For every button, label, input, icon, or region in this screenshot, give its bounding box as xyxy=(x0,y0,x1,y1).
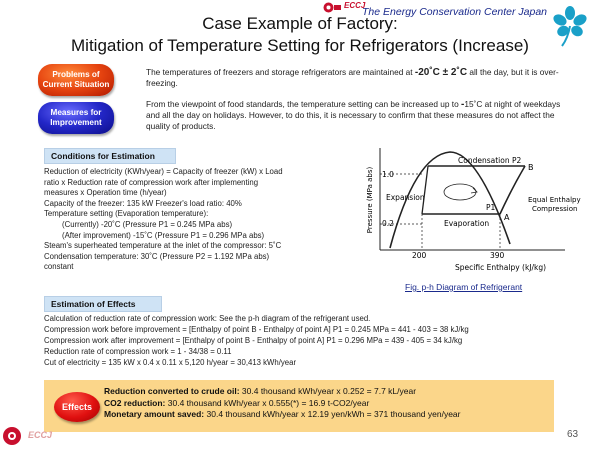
effects-heading: Estimation of Effects xyxy=(44,296,162,312)
y-tick-high: 1.0 xyxy=(382,170,394,179)
effects-line: Cut of electricity = 135 kW x 0.4 x 0.11… xyxy=(44,358,297,367)
problems-label: Problems of Current Situation xyxy=(38,64,114,96)
equal-enthalpy-label: Equal Enthalpy xyxy=(528,196,581,204)
conditions-line: Steam's superheated temperature at the i… xyxy=(44,241,282,251)
conditions-line: Capacity of the freezer: 135 kW Freezer'… xyxy=(44,198,242,208)
effects-line: Compression work before improvement = [E… xyxy=(44,325,469,334)
conditions-body: Reduction of electricity (KWh/year) = Ca… xyxy=(44,167,364,273)
expansion-label: Expansion xyxy=(386,193,425,202)
eccj-logo-icon xyxy=(323,2,341,13)
conditions-line: constant xyxy=(44,262,74,272)
condensation-label: Condensation P2 xyxy=(458,156,521,165)
conditions-line: (Currently) -20˚C (Pressure P1 = 0.245 M… xyxy=(62,219,233,229)
page-title-line1: Case Example of Factory: xyxy=(202,14,398,33)
saturation-curve xyxy=(389,151,511,249)
point-a-label: A xyxy=(504,213,510,222)
cycle-direction-icon xyxy=(443,183,477,201)
crude-oil-line: Reduction converted to crude oil: 30.4 t… xyxy=(104,386,417,396)
x-tick-left: 200 xyxy=(412,251,427,260)
evaporation-label: Evaporation xyxy=(444,219,489,228)
compression-label: Compression xyxy=(532,205,577,213)
conditions-line: ratio x Reduction rate of compression wo… xyxy=(44,177,259,187)
diagram-caption: Fig. p-h Diagram of Refrigerant xyxy=(405,282,523,292)
effects-summary-box xyxy=(44,380,554,432)
p1-label: P1 xyxy=(486,203,496,212)
eccj-footer-logo-icon xyxy=(3,427,21,445)
conditions-heading: Conditions for Estimation xyxy=(44,148,176,164)
effects-badge: Effects xyxy=(54,392,100,422)
flower-logo-icon xyxy=(553,6,587,47)
eccj-logo-text: ECCJ xyxy=(344,1,366,10)
conditions-line: Condensation temperature: 30˚C (Pressure… xyxy=(44,251,270,261)
y-axis-label: Pressure (MPa abs) xyxy=(366,167,374,234)
conditions-line: (After improvement) -15˚C (Pressure P1 =… xyxy=(62,230,265,240)
page-number: 63 xyxy=(567,429,579,440)
x-tick-right: 390 xyxy=(490,251,505,260)
conditions-line: Reduction of electricity (KWh/year) = Ca… xyxy=(44,167,283,176)
monetary-line: Monetary amount saved: 30.4 thousand kWh… xyxy=(104,409,461,419)
y-tick-low: 0.2 xyxy=(382,219,394,228)
page-title-line2: Mitigation of Temperature Setting for Re… xyxy=(71,36,529,55)
conditions-line: measures x Operation time (h/year) xyxy=(44,188,167,198)
effects-line: Reduction rate of compression work = 1 -… xyxy=(44,347,232,356)
problems-text: The temperatures of freezers and storage… xyxy=(146,67,559,88)
measures-label: Measures for Improvement xyxy=(38,102,114,134)
x-axis-label: Specific Enthalpy (kJ/kg) xyxy=(455,263,546,272)
compression-curve xyxy=(499,165,526,215)
co2-line: CO2 reduction: 30.4 thousand kWh/year x … xyxy=(104,397,370,408)
eccj-footer-text: ECCJ xyxy=(28,430,53,440)
effects-summary: Reduction converted to crude oil: 30.4 t… xyxy=(104,386,554,421)
conditions-line: Temperature setting (Evaporation tempera… xyxy=(44,209,209,219)
effects-line: Compression work after improvement = [En… xyxy=(44,336,463,345)
effects-line: Calculation of reduction rate of compres… xyxy=(44,314,371,323)
expansion-line xyxy=(421,165,429,215)
measures-text: From the viewpoint of food standards, th… xyxy=(146,99,561,131)
organization-name: The Energy Conservation Center Japan xyxy=(362,6,548,18)
ph-diagram: Pressure (MPa abs) 1.0 0.2 200 390 Speci… xyxy=(366,148,581,272)
point-b-label: B xyxy=(528,163,534,172)
effects-body: Calculation of reduction rate of compres… xyxy=(44,313,584,368)
